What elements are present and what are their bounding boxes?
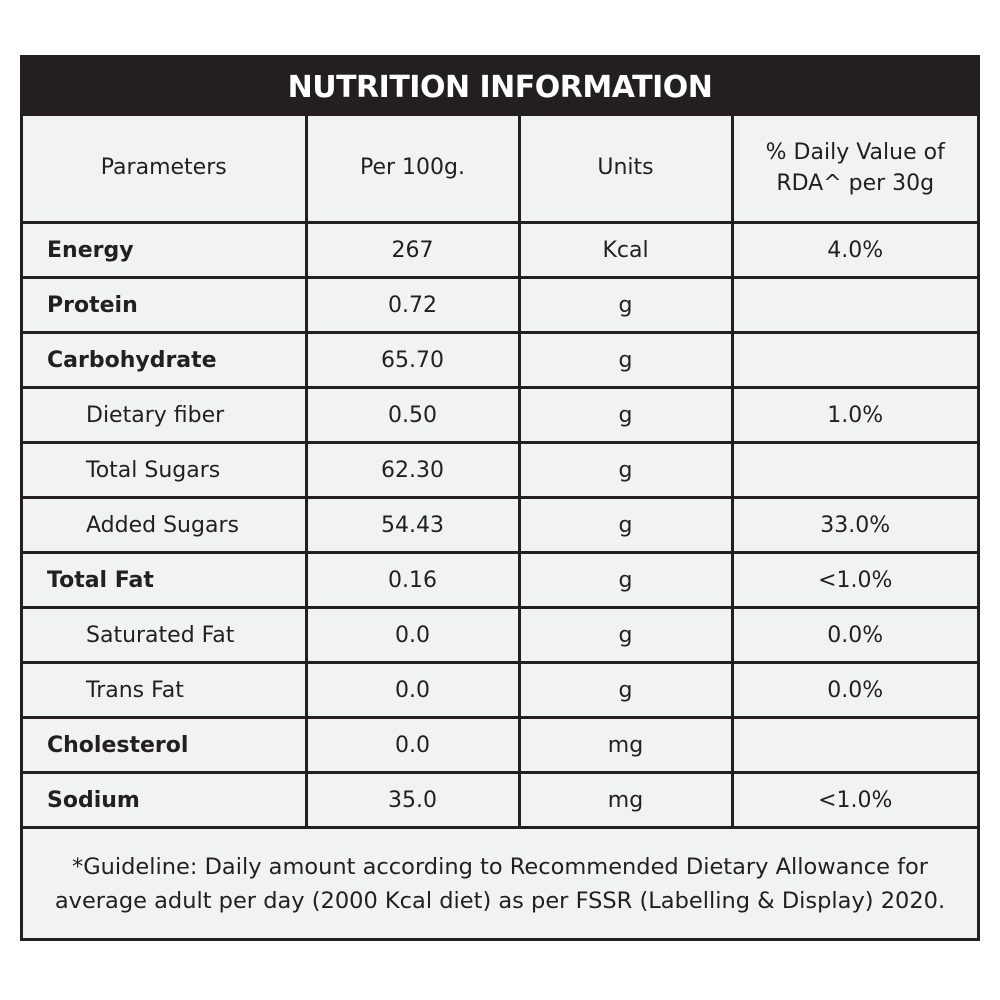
daily-value-header-line1: % Daily Value of <box>765 139 945 165</box>
parameter-cell: Total Sugars <box>23 441 308 499</box>
per-100g-cell: 0.0 <box>304 661 521 719</box>
per-100g-cell: 267 <box>304 221 521 279</box>
daily-value-cell: 0.0% <box>730 661 977 719</box>
parameter-cell: Carbohydrate <box>23 331 308 389</box>
table-row: Dietary fiber 0.50 g 1.0% <box>23 386 977 444</box>
unit-cell: g <box>517 551 734 609</box>
table-row: Protein 0.72 g <box>23 276 977 334</box>
unit-cell: g <box>517 276 734 334</box>
daily-value-cell: 4.0% <box>730 221 977 279</box>
daily-value-header-line2: RDA^ per 30g <box>776 170 935 196</box>
daily-value-cell: 0.0% <box>730 606 977 664</box>
unit-cell: g <box>517 441 734 499</box>
parameter-cell: Saturated Fat <box>23 606 308 664</box>
panel-title: NUTRITION INFORMATION <box>23 58 977 116</box>
parameter-cell: Sodium <box>23 771 308 829</box>
unit-cell: g <box>517 331 734 389</box>
per-100g-cell: 0.0 <box>304 606 521 664</box>
daily-value-cell: 33.0% <box>730 496 977 554</box>
footnote: *Guideline: Daily amount according to Re… <box>23 831 977 938</box>
footnote-line1: *Guideline: Daily amount according to Re… <box>71 853 929 880</box>
column-header-daily-value: % Daily Value of RDA^ per 30g <box>730 116 977 224</box>
unit-cell: g <box>517 386 734 444</box>
table-row: Cholesterol 0.0 mg <box>23 716 977 774</box>
daily-value-cell <box>730 716 977 774</box>
per-100g-cell: 54.43 <box>304 496 521 554</box>
daily-value-cell <box>730 331 977 389</box>
parameter-cell: Added Sugars <box>23 496 308 554</box>
per-100g-cell: 0.0 <box>304 716 521 774</box>
per-100g-cell: 0.72 <box>304 276 521 334</box>
daily-value-cell: 1.0% <box>730 386 977 444</box>
daily-value-cell <box>730 441 977 499</box>
table-row: Total Sugars 62.30 g <box>23 441 977 499</box>
parameter-cell: Total Fat <box>23 551 308 609</box>
nutrition-table: Parameters Per 100g. Units % Daily Value… <box>23 116 977 829</box>
table-row: Total Fat 0.16 g <1.0% <box>23 551 977 609</box>
table-header-row: Parameters Per 100g. Units % Daily Value… <box>23 116 977 224</box>
unit-cell: g <box>517 661 734 719</box>
daily-value-cell <box>730 276 977 334</box>
table-row: Added Sugars 54.43 g 33.0% <box>23 496 977 554</box>
parameter-cell: Protein <box>23 276 308 334</box>
column-header-per-100g: Per 100g. <box>304 116 521 224</box>
nutrition-panel: NUTRITION INFORMATION Parameters Per 100… <box>20 55 980 941</box>
table-row: Energy 267 Kcal 4.0% <box>23 221 977 279</box>
footnote-line2: average adult per day (2000 Kcal diet) a… <box>54 887 946 914</box>
unit-cell: mg <box>517 716 734 774</box>
table-row: Trans Fat 0.0 g 0.0% <box>23 661 977 719</box>
per-100g-cell: 62.30 <box>304 441 521 499</box>
unit-cell: g <box>517 606 734 664</box>
unit-cell: g <box>517 496 734 554</box>
column-header-units: Units <box>517 116 734 224</box>
table-body: Energy 267 Kcal 4.0% Protein 0.72 g Carbohydrat… <box>23 221 977 829</box>
per-100g-cell: 35.0 <box>304 771 521 829</box>
daily-value-cell: <1.0% <box>730 551 977 609</box>
daily-value-cell: <1.0% <box>730 771 977 829</box>
per-100g-cell: 65.70 <box>304 331 521 389</box>
table-row: Sodium 35.0 mg <1.0% <box>23 771 977 829</box>
table-row: Carbohydrate 65.70 g <box>23 331 977 389</box>
per-100g-cell: 0.16 <box>304 551 521 609</box>
parameter-cell: Cholesterol <box>23 716 308 774</box>
parameter-cell: Trans Fat <box>23 661 308 719</box>
per-100g-cell: 0.50 <box>304 386 521 444</box>
parameter-cell: Dietary fiber <box>23 386 308 444</box>
unit-cell: Kcal <box>517 221 734 279</box>
unit-cell: mg <box>517 771 734 829</box>
column-header-parameters: Parameters <box>23 116 308 224</box>
parameter-cell: Energy <box>23 221 308 279</box>
table-row: Saturated Fat 0.0 g 0.0% <box>23 606 977 664</box>
